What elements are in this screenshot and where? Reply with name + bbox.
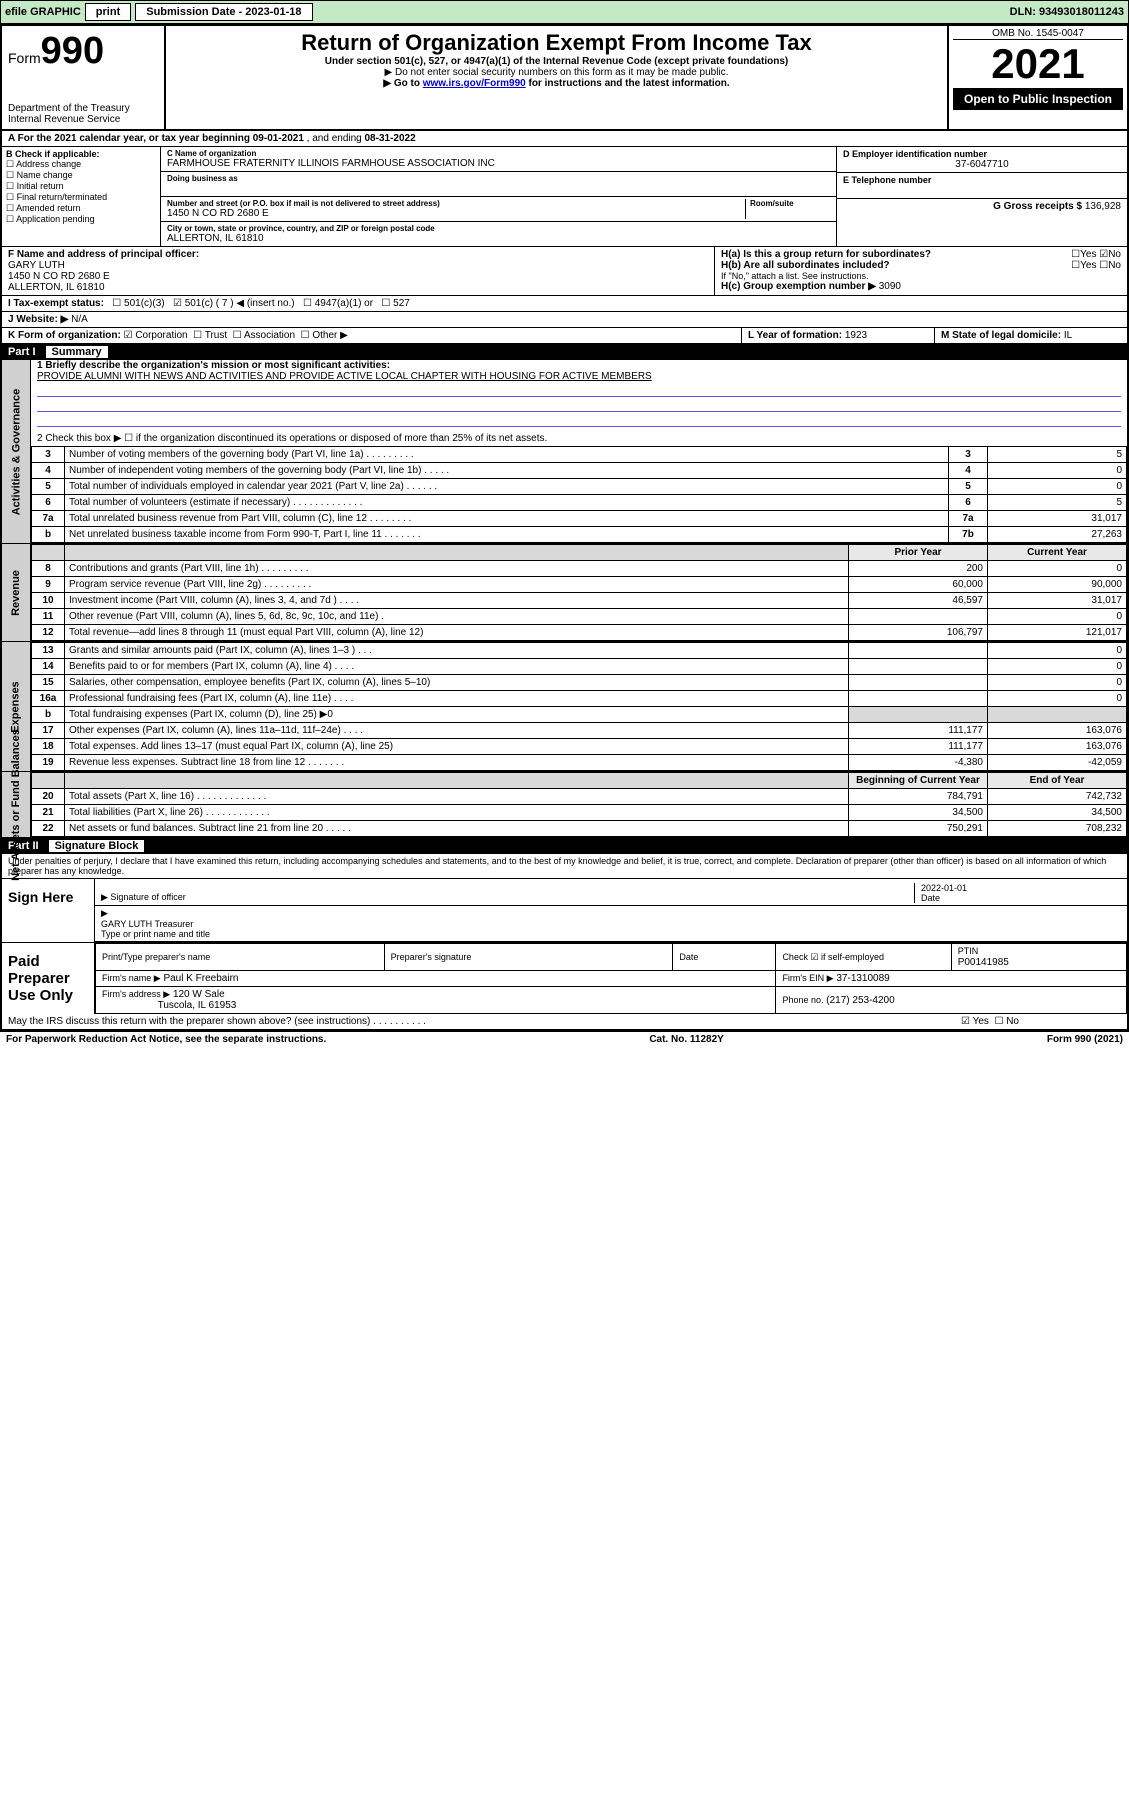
ptin: P00141985 <box>958 957 1009 968</box>
dln: DLN: 93493018011243 <box>1010 6 1124 18</box>
chk-final-return[interactable]: Final return/terminated <box>6 192 156 203</box>
form-title: Return of Organization Exempt From Incom… <box>172 30 941 56</box>
omb-number: OMB No. 1545-0047 <box>953 28 1123 40</box>
org-name-label: C Name of organization <box>167 149 830 158</box>
chk-initial-return[interactable]: Initial return <box>6 181 156 192</box>
gov-table: 3Number of voting members of the governi… <box>31 446 1127 543</box>
dept-treasury: Department of the Treasury <box>8 103 158 114</box>
city-state-zip: ALLERTON, IL 61810 <box>167 233 830 244</box>
box-b-title: B Check if applicable: <box>6 149 156 159</box>
firm-addr2: Tuscola, IL 61953 <box>158 1000 237 1011</box>
state-domicile: IL <box>1064 330 1072 341</box>
irs-label: Internal Revenue Service <box>8 114 158 125</box>
tax-exempt-row: I Tax-exempt status: ☐ 501(c)(3) ☑ 501(c… <box>2 296 1127 312</box>
part1-header: Part I Summary <box>2 344 1127 360</box>
line-a: A For the 2021 calendar year, or tax yea… <box>2 131 1127 147</box>
paid-preparer-block: Paid Preparer Use Only Print/Type prepar… <box>2 942 1127 1014</box>
hc-value: 3090 <box>879 281 901 292</box>
chk-amended-return[interactable]: Amended return <box>6 203 156 214</box>
hb-label: H(b) Are all subordinates included? <box>721 260 890 271</box>
form-header: Form990 Department of the Treasury Inter… <box>2 26 1127 131</box>
expenses-section: Expenses 13Grants and similar amounts pa… <box>2 642 1127 772</box>
expenses-table: 13Grants and similar amounts paid (Part … <box>31 642 1127 771</box>
form-prefix: Form <box>8 50 41 66</box>
org-name: FARMHOUSE FRATERNITY ILLINOIS FARMHOUSE … <box>167 158 830 169</box>
identity-block: B Check if applicable: Address change Na… <box>2 147 1127 247</box>
cat-no: Cat. No. 11282Y <box>649 1034 723 1045</box>
mission-text: PROVIDE ALUMNI WITH NEWS AND ACTIVITIES … <box>37 371 1121 382</box>
website-row: J Website: ▶ N/A <box>2 312 1127 328</box>
efile-label: efile GRAPHIC <box>5 6 81 18</box>
open-public-badge: Open to Public Inspection <box>953 88 1123 110</box>
efile-topbar: efile GRAPHIC print Submission Date - 20… <box>0 0 1129 24</box>
print-button[interactable]: print <box>85 3 131 21</box>
q2-text: 2 Check this box ▶ ☐ if the organization… <box>31 431 1127 446</box>
ein-label: D Employer identification number <box>843 149 1121 159</box>
submission-date: Submission Date - 2023-01-18 <box>135 3 312 21</box>
room-label: Room/suite <box>750 199 830 208</box>
ein-value: 37-6047710 <box>843 159 1121 170</box>
page-footer: For Paperwork Reduction Act Notice, see … <box>0 1032 1129 1047</box>
preparer-table: Print/Type preparer's name Preparer's si… <box>95 943 1127 1014</box>
chk-name-change[interactable]: Name change <box>6 170 156 181</box>
sidebar-rev: Revenue <box>10 570 22 616</box>
perjury-declaration: Under penalties of perjury, I declare th… <box>2 854 1127 878</box>
gross-receipts-label: G Gross receipts $ <box>993 201 1082 212</box>
form-number: 990 <box>41 30 104 72</box>
net-assets-section: Net Assets or Fund Balances Beginning of… <box>2 772 1127 838</box>
year-formation: 1923 <box>845 330 867 341</box>
revenue-table: Prior YearCurrent Year 8Contributions an… <box>31 544 1127 641</box>
signature-block: Sign Here Signature of officer 2022-01-0… <box>2 878 1127 942</box>
org-form-row: K Form of organization: ☑ Corporation ☐ … <box>2 328 1127 344</box>
goto-post: for instructions and the latest informat… <box>526 78 730 89</box>
officer-label: F Name and address of principal officer: <box>8 249 199 260</box>
hc-label: H(c) Group exemption number ▶ <box>721 281 876 292</box>
officer-addr2: ALLERTON, IL 61810 <box>8 282 105 293</box>
form-subtitle: Under section 501(c), 527, or 4947(a)(1)… <box>172 56 941 67</box>
addr-label: Number and street (or P.O. box if mail i… <box>167 199 745 208</box>
dba-label: Doing business as <box>167 174 830 183</box>
firm-phone: (217) 253-4200 <box>826 995 894 1006</box>
ssn-note: ▶ Do not enter social security numbers o… <box>172 67 941 78</box>
irs-link[interactable]: www.irs.gov/Form990 <box>423 78 526 89</box>
ha-label: H(a) Is this a group return for subordin… <box>721 249 931 260</box>
chk-address-change[interactable]: Address change <box>6 159 156 170</box>
firm-addr1: 120 W Sale <box>173 989 225 1000</box>
sign-date: 2022-01-01 <box>921 883 1121 893</box>
firm-name: Paul K Freebairn <box>163 973 238 984</box>
street-address: 1450 N CO RD 2680 E <box>167 208 745 219</box>
sidebar-exp: Expenses <box>10 681 22 732</box>
website-value: N/A <box>71 314 88 325</box>
chk-application-pending[interactable]: Application pending <box>6 214 156 225</box>
discuss-row: May the IRS discuss this return with the… <box>2 1014 1127 1030</box>
form-990: Form990 Department of the Treasury Inter… <box>0 24 1129 1032</box>
form-ref: Form 990 (2021) <box>1047 1034 1123 1045</box>
sidebar-gov: Activities & Governance <box>10 388 22 515</box>
officer-print-name: GARY LUTH Treasurer <box>101 919 1121 929</box>
part2-header: Part II Signature Block <box>2 838 1127 854</box>
goto-pre: ▶ Go to <box>383 78 422 89</box>
gross-receipts-value: 136,928 <box>1085 201 1121 212</box>
paperwork-notice: For Paperwork Reduction Act Notice, see … <box>6 1034 326 1045</box>
hb-note: If "No," attach a list. See instructions… <box>721 271 1121 281</box>
firm-ein: 37-1310089 <box>836 973 889 984</box>
revenue-section: Revenue Prior YearCurrent Year 8Contribu… <box>2 544 1127 642</box>
officer-name: GARY LUTH <box>8 260 65 271</box>
q1-label: 1 Briefly describe the organization's mi… <box>37 360 1121 371</box>
paid-preparer-label: Paid Preparer Use Only <box>2 943 95 1014</box>
officer-group-row: F Name and address of principal officer:… <box>2 247 1127 296</box>
sidebar-bal: Net Assets or Fund Balances <box>10 729 22 881</box>
officer-addr1: 1450 N CO RD 2680 E <box>8 271 110 282</box>
balance-table: Beginning of Current YearEnd of Year 20T… <box>31 772 1127 837</box>
sig-officer-label: Signature of officer <box>110 892 185 902</box>
activities-governance: Activities & Governance 1 Briefly descri… <box>2 360 1127 544</box>
sign-here-label: Sign Here <box>2 879 95 942</box>
tax-year: 2021 <box>953 40 1123 88</box>
phone-label: E Telephone number <box>843 175 1121 185</box>
city-label: City or town, state or province, country… <box>167 224 830 233</box>
